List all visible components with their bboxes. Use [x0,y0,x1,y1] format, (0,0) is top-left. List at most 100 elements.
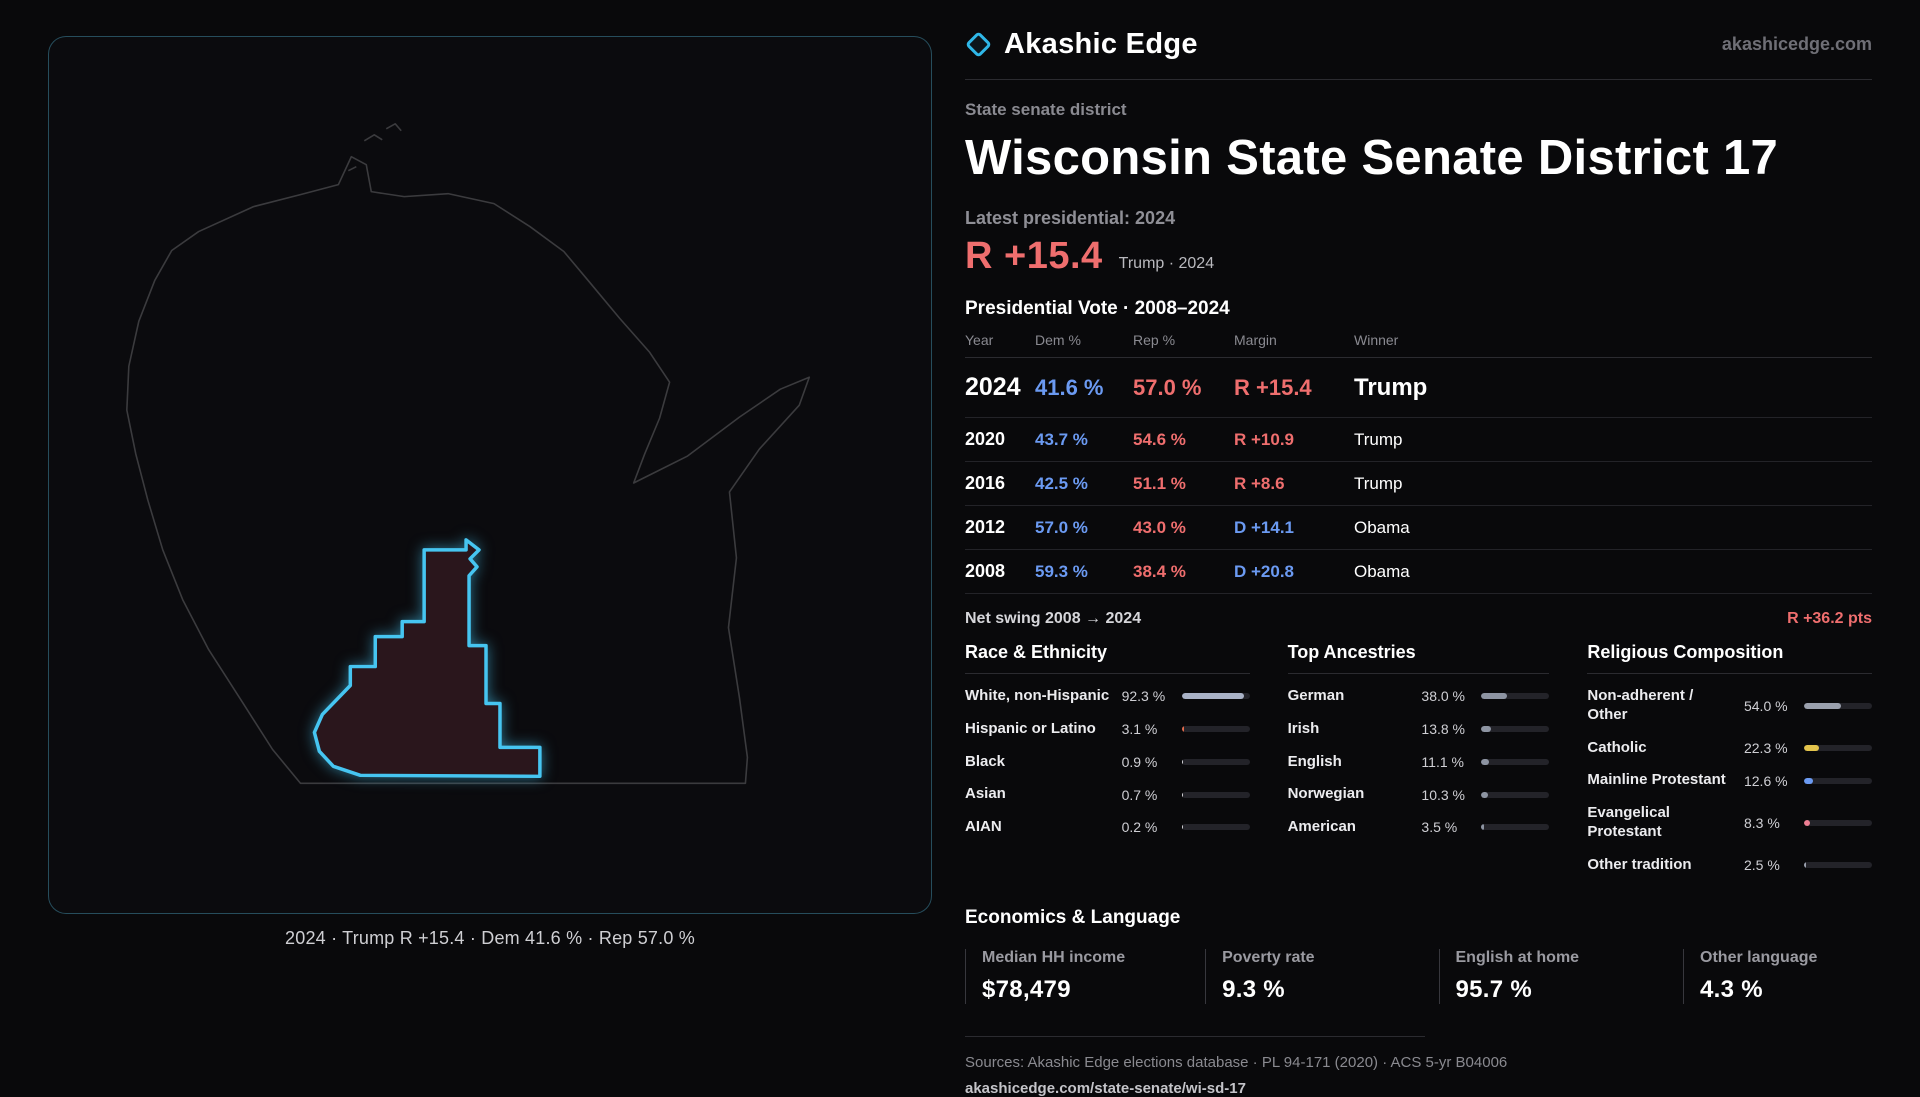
demo-value: 3.1 % [1121,721,1158,738]
stat-bar [1481,693,1550,700]
list-item: Catholic 22.3 % [1587,732,1872,765]
list-item: Irish 13.8 % [1288,713,1550,746]
cell-year: 2008 [965,561,1006,581]
col-header-winner: Winner [1354,332,1399,348]
cell-margin: D +14.1 [1234,518,1295,537]
stat-bar [1803,861,1872,868]
sources-text: Sources: Akashic Edge elections database… [965,1054,1508,1072]
col-header-dem: Dem % [1035,332,1081,348]
demo-value: 8.3 % [1743,814,1780,831]
demo-value: 0.7 % [1121,786,1158,803]
cell-winner: Trump [1354,474,1403,493]
demo-label: Black [965,752,1006,770]
brand-domain-link[interactable]: akashicedge.com [1721,34,1872,54]
latest-presidential-label: Latest presidential: 2024 [965,208,1176,228]
cell-year: 2016 [965,473,1006,493]
demo-label: Other tradition [1587,855,1692,873]
race-ethnicity-column: Race & Ethnicity White, non-Hispanic 92.… [965,642,1250,881]
demo-label: AIAN [965,818,1002,835]
kicker-label: State senate district [965,100,1127,119]
stat-label: Poverty rate [1222,949,1315,967]
cell-winner: Trump [1354,374,1428,401]
cell-year: 2024 [965,373,1021,401]
table-row: 2008 59.3 % 38.4 % D +20.8 Obama [965,550,1872,594]
cell-winner: Obama [1354,562,1410,581]
demo-label: Irish [1287,719,1320,737]
diamond-icon [965,31,992,58]
cell-dem: 43.7 % [1035,430,1088,449]
race-ethnicity-title: Race & Ethnicity [965,642,1250,674]
demo-value: 22.3 % [1743,739,1788,756]
table-row: 2024 41.6 % 57.0 % R +15.4 Trump [965,358,1872,418]
list-item: English 11.1 % [1288,746,1550,779]
stat-bar [1181,758,1250,765]
cell-rep: 38.4 % [1133,562,1186,581]
content-column: Akashic Edge akashicedge.com State senat… [965,28,1872,1097]
demo-label: White, non-Hispanic [965,687,1110,704]
cell-margin: D +20.8 [1234,562,1295,581]
stat-bar [1803,744,1872,751]
net-swing-value: R +36.2 pts [1787,610,1872,627]
vote-table-title: Presidential Vote · 2008–2024 [965,298,1230,319]
page-url-link[interactable]: akashicedge.com/state-senate/wi-sd-17 [965,1080,1246,1097]
map-caption: 2024 · Trump R +15.4 · Dem 41.6 % · Rep … [285,928,695,948]
stat-bar [1803,819,1872,826]
stat-label: Other language [1700,949,1818,967]
stat-label: English at home [1455,949,1580,967]
headline-margin-row: R +15.4 Trump · 2024 [965,235,1872,278]
list-item: Mainline Protestant 12.6 % [1587,764,1872,797]
list-item: Asian 0.7 % [965,778,1250,811]
list-item: Other tradition 2.5 % [1587,849,1872,882]
col-header-margin: Margin [1234,332,1277,348]
stat-bar [1481,824,1550,831]
islands-marks [347,123,402,172]
col-header-rep: Rep % [1133,332,1176,348]
demo-label: Mainline Protestant [1587,771,1726,789]
stat-cell: English at home 95.7 % [1438,949,1684,1005]
cell-dem: 59.3 % [1035,562,1088,581]
list-item: Hispanic or Latino 3.1 % [965,713,1250,746]
headline-margin-subtext: Trump · 2024 [1118,255,1215,272]
demo-value: 2.5 % [1743,856,1780,873]
stat-bar [1481,791,1550,798]
list-item: Non-adherent / Other 54.0 % [1587,680,1872,732]
cell-margin: R +15.4 [1234,375,1312,400]
demo-label: Evangelical Protestant [1587,804,1670,840]
table-row: 2016 42.5 % 51.1 % R +8.6 Trump [965,462,1872,506]
page-title: Wisconsin State Senate District 17 [965,131,1779,185]
net-swing-row: Net swing 2008 → 2024 R +36.2 pts [965,610,1872,628]
stat-bar [1181,824,1250,831]
cell-margin: R +10.9 [1234,430,1295,449]
wisconsin-map [126,123,811,785]
stat-cell: Median HH income $78,479 [965,949,1205,1005]
list-item: American 3.5 % [1288,811,1550,844]
table-row: 2020 43.7 % 54.6 % R +10.9 Trump [965,418,1872,462]
list-item: Evangelical Protestant 8.3 % [1587,797,1872,849]
stat-bar [1181,791,1250,798]
footer-divider [965,1036,1425,1038]
list-item: AIAN 0.2 % [965,811,1250,844]
demo-label: Hispanic or Latino [965,719,1096,737]
demo-value: 0.2 % [1121,819,1158,836]
stat-bar [1481,758,1550,765]
stat-bar [1803,702,1872,709]
district-shape [312,538,542,779]
demo-label: Non-adherent / Other [1587,687,1694,723]
list-item: German 38.0 % [1288,680,1550,713]
religion-title: Religious Composition [1587,642,1872,674]
demo-label: Norwegian [1287,785,1365,803]
demo-value: 3.5 % [1421,819,1458,836]
ancestries-column: Top Ancestries German 38.0 % Irish 13.8 … [1287,642,1550,881]
cell-margin: R +8.6 [1234,474,1285,493]
ancestries-title: Top Ancestries [1287,642,1550,674]
demo-label: Asian [965,785,1006,803]
demographics-section: Race & Ethnicity White, non-Hispanic 92.… [965,642,1872,881]
brand-name: Akashic Edge [1004,28,1198,60]
economics-title: Economics & Language [965,907,1181,929]
cell-year: 2012 [965,517,1006,537]
table-row: 2012 57.0 % 43.0 % D +14.1 Obama [965,506,1872,550]
cell-winner: Obama [1354,518,1410,537]
demo-value: 10.3 % [1421,786,1465,803]
demo-value: 11.1 % [1421,753,1464,770]
stat-bar [1481,726,1550,733]
